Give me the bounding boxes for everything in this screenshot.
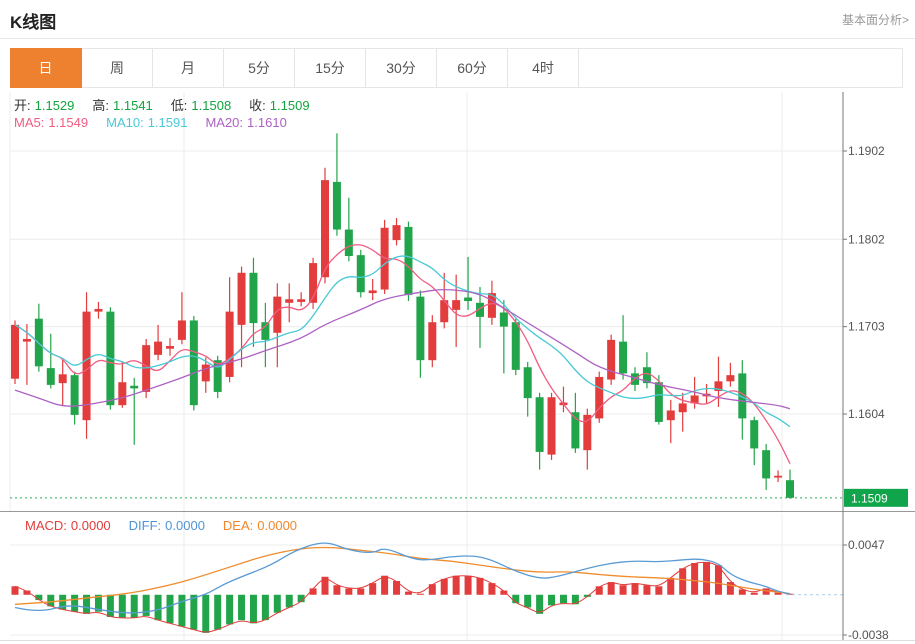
dea-label: DEA: (222, 518, 254, 533)
ma20-label: MA20: (205, 115, 244, 130)
tab-bar-filler (579, 49, 902, 87)
ma10-label: MA10: (106, 115, 144, 130)
diff-value: 0.0000 (165, 518, 205, 533)
price-axis-tick-1: 1.1802 (848, 232, 885, 246)
price-axis-tick-3: 1.1604 (848, 407, 885, 421)
ma-legend-ma10: MA10: 1.1591 (106, 115, 191, 130)
ohlc-legend-open: 开: 1.1529 (14, 98, 78, 113)
grid-lines (9, 92, 843, 640)
close-label: 收: (249, 98, 266, 113)
macd-lines (14, 542, 843, 633)
tab-60分[interactable]: 60分 (437, 49, 508, 87)
ohlc-legend-close: 收: 1.1509 (249, 98, 313, 113)
macd-legend-dea: DEA: 0.0000 (223, 518, 301, 533)
macd-legend: MACD: 0.0000 DIFF: 0.0000 DEA: 0.0000 (25, 518, 315, 533)
axes: 1.1902 1.1802 1.1703 1.1604 0.0047 -0.0038 (0, 92, 915, 642)
page-title: K线图 (10, 13, 57, 32)
ma-legend-ma20: MA20: 1.1610 (205, 115, 290, 130)
high-label: 高: (92, 98, 110, 113)
tab-15分[interactable]: 15分 (295, 49, 366, 87)
ma5-label: MA5: (14, 115, 45, 130)
tab-4时[interactable]: 4时 (508, 49, 579, 87)
current-price-badge: 1.1509 (844, 488, 908, 507)
open-value: 1.1529 (34, 98, 75, 113)
ohlc-legend-low: 低: 1.1508 (171, 98, 235, 113)
fundamental-analysis-link[interactable]: 基本面分析> (841, 13, 909, 27)
macd-axis-tick-1: -0.0038 (848, 628, 889, 642)
low-label: 低: (170, 98, 188, 113)
tab-日[interactable]: 日 (10, 48, 82, 88)
interval-tab-bar: 日周月 5分 15分 30分 60分 4时 (10, 48, 903, 88)
close-value: 1.1509 (269, 98, 310, 113)
price-axis-tick-2: 1.1703 (848, 320, 885, 334)
ma20-value: 1.1610 (247, 115, 287, 130)
macd-histogram (11, 561, 794, 633)
dea-value: 0.0000 (257, 518, 298, 533)
ma10-value: 1.1591 (147, 115, 188, 130)
tab-周[interactable]: 周 (82, 49, 153, 87)
macd-legend-diff: DIFF: 0.0000 (129, 518, 209, 533)
macd-legend-macd: MACD: 0.0000 (25, 518, 115, 533)
tab-5分[interactable]: 5分 (224, 49, 295, 87)
candlesticks (11, 133, 794, 499)
macd-value: 0.0000 (70, 518, 111, 533)
price-axis-tick-0: 1.1902 (848, 144, 885, 158)
ma-legend-ma5: MA5: 1.1549 (14, 115, 92, 130)
high-value: 1.1541 (113, 98, 153, 113)
ma5-value: 1.1549 (48, 115, 89, 130)
tab-30分[interactable]: 30分 (366, 49, 437, 87)
low-value: 1.1508 (191, 98, 232, 113)
ohlc-legend: 开: 1.1529 高: 1.1541 低: 1.1508 收: 1.1509 (14, 95, 328, 114)
ma-lines (14, 244, 791, 465)
open-label: 开: (14, 98, 31, 113)
ma-legend: MA5: 1.1549 MA10: 1.1591 MA20: 1.1610 (14, 115, 305, 130)
diff-label: DIFF: (128, 518, 162, 533)
header-divider (0, 38, 915, 39)
macd-label: MACD: (25, 518, 67, 533)
macd-axis-tick-0: 0.0047 (848, 538, 885, 552)
current-price-badge-text: 1.1509 (851, 491, 888, 505)
tab-月[interactable]: 月 (153, 49, 224, 87)
ohlc-legend-high: 高: 1.1541 (92, 98, 156, 113)
